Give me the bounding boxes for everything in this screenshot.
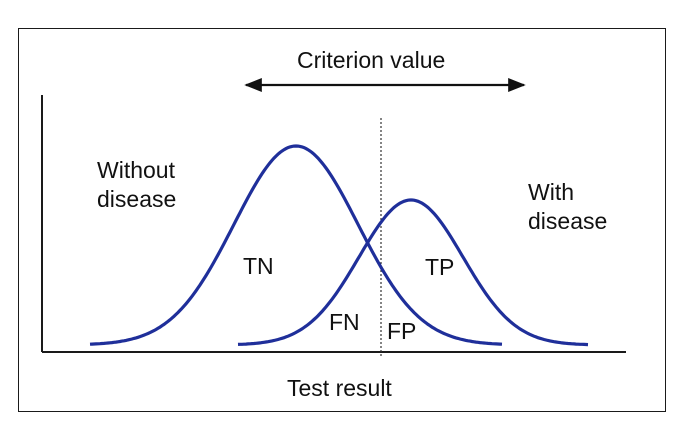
false-positive-label: FP	[387, 318, 417, 344]
without-disease-curve	[89, 144, 503, 346]
true-positive-label: TP	[425, 254, 455, 280]
with-disease-curve	[237, 198, 589, 347]
without-disease-label-line1: Without	[97, 157, 175, 183]
without-disease-label-line2: disease	[97, 186, 177, 212]
false-negative-label: FN	[329, 309, 360, 335]
with-disease-label-line2: disease	[528, 208, 608, 234]
with-disease-label-line1: With	[528, 179, 574, 205]
true-negative-label: TN	[243, 253, 274, 279]
criterion-value-label: Criterion value	[297, 47, 446, 73]
x-axis-label: Test result	[287, 375, 392, 401]
